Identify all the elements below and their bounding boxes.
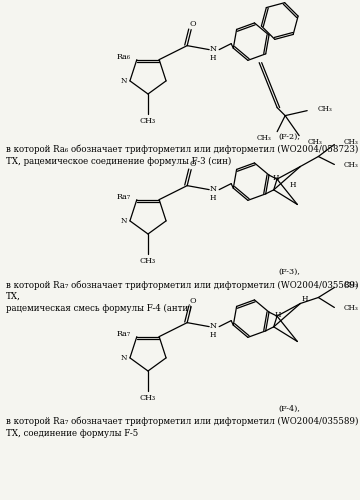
Text: O: O bbox=[190, 20, 197, 28]
Text: Ra₇: Ra₇ bbox=[117, 330, 131, 338]
Text: H: H bbox=[210, 330, 216, 338]
Text: в которой Ra₆ обозначает трифторметил или дифторметил (WO2004/058723) +: в которой Ra₆ обозначает трифторметил ил… bbox=[6, 145, 360, 154]
Text: (F-3),: (F-3), bbox=[278, 268, 300, 276]
Text: CH₃: CH₃ bbox=[307, 138, 322, 145]
Text: CH₃: CH₃ bbox=[317, 104, 332, 112]
Text: CH₃: CH₃ bbox=[140, 257, 156, 265]
Text: CH₃: CH₃ bbox=[343, 304, 358, 312]
Text: TX, рацемическое соединение формулы F-3 (син): TX, рацемическое соединение формулы F-3 … bbox=[6, 157, 231, 166]
Text: (F-4),: (F-4), bbox=[278, 405, 300, 413]
Text: TX, соединение формулы F-5: TX, соединение формулы F-5 bbox=[6, 429, 138, 438]
Text: TX,: TX, bbox=[6, 292, 21, 301]
Text: H: H bbox=[273, 174, 279, 182]
Text: CH₃: CH₃ bbox=[343, 282, 358, 290]
Text: H: H bbox=[290, 181, 296, 189]
Text: N: N bbox=[210, 322, 217, 330]
Text: N: N bbox=[121, 217, 127, 225]
Text: CH₃: CH₃ bbox=[140, 394, 156, 402]
Text: H: H bbox=[301, 296, 308, 304]
Text: Ra₆: Ra₆ bbox=[117, 52, 131, 60]
Text: N: N bbox=[210, 184, 217, 192]
Text: (F-2),: (F-2), bbox=[278, 133, 300, 141]
Text: CH₃: CH₃ bbox=[256, 134, 271, 141]
Text: N: N bbox=[121, 77, 127, 85]
Text: H: H bbox=[210, 54, 216, 62]
Text: H: H bbox=[274, 311, 281, 319]
Text: CH₃: CH₃ bbox=[343, 162, 358, 170]
Text: Ra₇: Ra₇ bbox=[117, 192, 131, 200]
Text: H: H bbox=[210, 194, 216, 202]
Text: O: O bbox=[190, 160, 197, 168]
Text: рацемическая смесь формулы F-4 (анти): рацемическая смесь формулы F-4 (анти) bbox=[6, 304, 192, 313]
Text: N: N bbox=[121, 354, 127, 362]
Text: в которой Ra₇ обозначает трифторметил или дифторметил (WO2004/035589) +: в которой Ra₇ обозначает трифторметил ил… bbox=[6, 280, 360, 289]
Text: CH₃: CH₃ bbox=[343, 138, 358, 146]
Text: O: O bbox=[190, 296, 197, 304]
Text: в которой Ra₇ обозначает трифторметил или дифторметил (WO2004/035589) +: в которой Ra₇ обозначает трифторметил ил… bbox=[6, 417, 360, 426]
Text: N: N bbox=[210, 44, 217, 52]
Text: CH₃: CH₃ bbox=[140, 117, 156, 125]
